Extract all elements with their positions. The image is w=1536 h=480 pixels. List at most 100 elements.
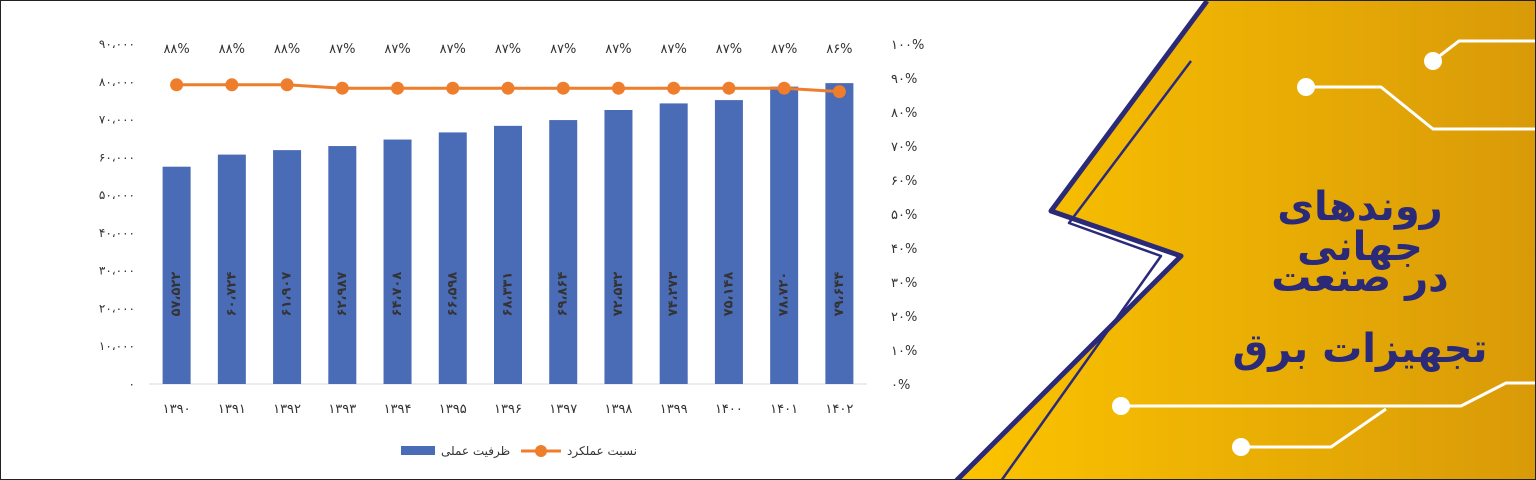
left-axis-tick-label: ۳۰،۰۰۰	[99, 264, 135, 278]
banner-title-line-1: روندهای جهانی	[1277, 184, 1443, 270]
chart-plot: ۰ ۱۰،۰۰۰ ۲۰،۰۰۰ ۳۰،۰۰۰ ۴۰،۰۰۰ ۵۰،۰۰۰ ۶۰،۰۰۰ ۷۰،…	[99, 37, 924, 459]
x-axis-tick-label: ۱۴۰۲	[825, 402, 853, 417]
ratio-value-label: ۸۷%	[771, 42, 797, 57]
ratio-value-label: ۸۷%	[716, 42, 742, 57]
bar-value-label: ۶۶،۵۹۸	[445, 272, 460, 317]
ratio-point-8	[611, 81, 625, 95]
x-axis-tick-label: ۱۳۹۳	[328, 402, 356, 417]
ratio-value-label: ۸۷%	[550, 42, 576, 57]
right-axis-tick-label: ۸۰%	[891, 106, 917, 121]
x-axis-tick-label: ۱۳۹۹	[660, 402, 688, 417]
legend-bar-swatch	[401, 446, 435, 455]
legend-line-label: نسبت عملکرد	[567, 444, 637, 459]
ratio-value-label: ۸۸%	[219, 42, 245, 57]
x-axis-tick-label: ۱۳۹۴	[384, 402, 412, 417]
bar-value-label: ۵۷،۵۲۲	[169, 272, 184, 317]
ratio-point-2	[280, 78, 294, 92]
bar-2	[273, 150, 302, 384]
right-axis-tick-label: ۷۰%	[891, 140, 917, 155]
bar-0	[162, 166, 191, 384]
ratio-value-label: ۸۸%	[274, 42, 300, 57]
x-axis-tick-label: ۱۳۹۰	[163, 402, 191, 417]
left-axis-tick-label: ۵۰،۰۰۰	[99, 188, 135, 202]
ratio-point-5	[446, 81, 460, 95]
x-axis-tick-label: ۱۳۹۵	[439, 402, 467, 417]
legend-bar-label: ظرفیت عملی	[441, 444, 510, 459]
circuit-trace-2-dot	[1297, 78, 1315, 96]
legend-line-marker	[535, 445, 547, 457]
bar-11	[770, 86, 799, 384]
left-axis-tick-label: ۷۰،۰۰۰	[99, 113, 135, 127]
left-axis-tick-label: ۰	[129, 377, 135, 391]
bar-8	[604, 109, 633, 384]
ratio-value-label: ۸۷%	[661, 42, 687, 57]
banner-title-line-2: در صنعت	[1271, 255, 1449, 301]
x-axis-tick-label: ۱۳۹۱	[218, 402, 246, 417]
ratio-value-label: ۸۷%	[440, 42, 466, 57]
bar-value-label: ۷۵،۱۴۸	[721, 272, 736, 317]
bar-10	[714, 100, 743, 385]
right-axis-tick-label: ۹۰%	[891, 72, 917, 87]
banner-zigzag-outline	[954, 1, 1210, 479]
circuit-trace-3-dot	[1112, 397, 1130, 415]
circuit-trace-1-dot	[1424, 52, 1442, 70]
bar-4	[383, 139, 412, 384]
bar-5	[438, 132, 467, 384]
ratio-value-label: ۸۸%	[163, 42, 189, 57]
circuit-trace-4-dot	[1232, 438, 1250, 456]
left-axis-tick-label: ۸۰،۰۰۰	[99, 75, 135, 89]
ratio-value-label: ۸۶%	[826, 42, 852, 57]
x-axis-tick-label: ۱۴۰۱	[770, 402, 798, 417]
bar-value-label: ۷۸،۷۲۰	[777, 272, 792, 317]
bar-1	[217, 154, 246, 384]
ratio-point-7	[556, 81, 570, 95]
ratio-value-label: ۸۷%	[329, 42, 355, 57]
right-axis-tick-label: ۱۰%	[891, 344, 917, 359]
ratio-point-11	[777, 81, 791, 95]
bar-12	[825, 83, 854, 384]
left-axis-tick-label: ۱۰،۰۰۰	[99, 339, 135, 353]
right-axis-tick-label: ۴۰%	[891, 242, 917, 257]
bar-value-label: ۷۲،۵۳۲	[611, 272, 626, 317]
ratio-point-3	[335, 81, 349, 95]
ratio-point-9	[667, 81, 681, 95]
bar-7	[549, 120, 578, 384]
ratio-point-6	[501, 81, 515, 95]
bar-value-label: ۶۸،۳۳۱	[501, 272, 516, 317]
ratio-point-12	[832, 85, 846, 99]
banner-gold-panel	[958, 1, 1535, 479]
ratio-value-label: ۸۷%	[384, 42, 410, 57]
ratio-point-10	[722, 81, 736, 95]
ratio-value-label: ۸۷%	[495, 42, 521, 57]
right-axis-tick-label: ۶۰%	[891, 174, 917, 189]
x-axis-tick-label: ۱۳۹۸	[604, 402, 632, 417]
right-axis-tick-label: ۳۰%	[891, 276, 917, 291]
ratio-point-0	[170, 78, 184, 92]
x-axis-tick-label: ۱۳۹۶	[494, 402, 522, 417]
bar-value-label: ۶۱،۹۰۷	[280, 272, 295, 317]
ratio-value-label: ۸۷%	[605, 42, 631, 57]
circuit-trace-1	[1432, 39, 1535, 63]
bar-value-label: ۷۹،۶۴۴	[832, 272, 847, 317]
bar-value-label: ۶۰،۷۲۴	[224, 272, 239, 317]
ratio-point-4	[391, 81, 405, 95]
left-axis-tick-label: ۴۰،۰۰۰	[99, 226, 135, 240]
bar-value-label: ۶۹،۸۶۴	[556, 272, 571, 317]
bar-9	[659, 103, 688, 384]
circuit-trace-4	[1241, 407, 1387, 449]
right-axis-tick-label: ۵۰%	[891, 208, 917, 223]
banner-title-line-3: تجهیزات برق	[1232, 326, 1488, 372]
bar-value-label: ۷۴،۲۷۳	[666, 272, 681, 317]
left-axis-tick-label: ۹۰،۰۰۰	[99, 37, 135, 51]
bar-6	[494, 125, 522, 385]
x-axis-tick-label: ۱۳۹۲	[273, 402, 301, 417]
circuit-trace-3	[1121, 381, 1535, 408]
right-axis-tick-label: ۲۰%	[891, 310, 917, 325]
bar-3	[328, 146, 357, 384]
left-axis-tick-label: ۲۰،۰۰۰	[99, 301, 135, 315]
right-axis-tick-label: ۰%	[891, 378, 910, 393]
ratio-point-1	[225, 78, 239, 92]
right-axis-tick-label: ۱۰۰%	[891, 38, 924, 53]
